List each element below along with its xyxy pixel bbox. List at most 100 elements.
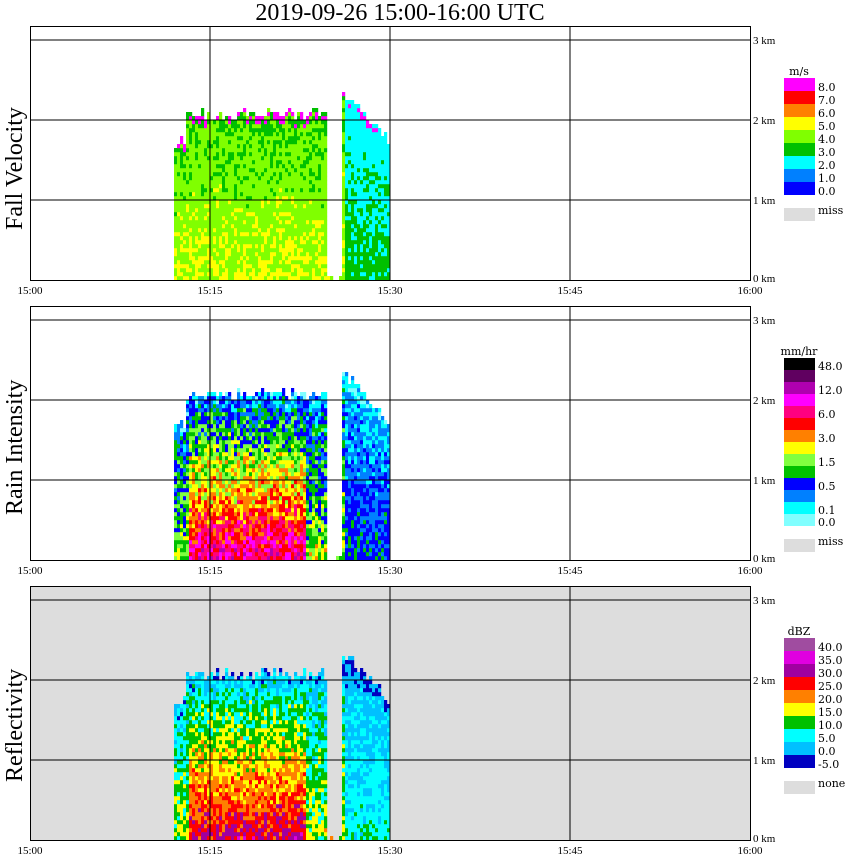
echo-cell [348, 200, 352, 205]
echo-cell [234, 248, 238, 253]
echo-cell [384, 136, 388, 141]
echo-cell [303, 224, 307, 229]
echo-cell [243, 536, 247, 541]
echo-cell [261, 516, 265, 521]
echo-cell [309, 204, 313, 209]
echo-cell [201, 112, 205, 117]
echo-cell [183, 556, 187, 561]
echo-cell [237, 236, 241, 241]
echo-cell [201, 396, 205, 401]
echo-cell [345, 196, 349, 201]
echo-cell [177, 504, 181, 509]
echo-cell [261, 476, 265, 481]
echo-cell [351, 264, 355, 269]
echo-cell [252, 128, 256, 133]
echo-cell [189, 176, 193, 181]
echo-cell [201, 420, 205, 425]
echo-cell [300, 520, 304, 525]
echo-cell [195, 412, 199, 417]
echo-cell [354, 216, 358, 221]
echo-cell [204, 472, 208, 477]
echo-cell [189, 116, 193, 121]
echo-cell [285, 432, 289, 437]
echo-cell [384, 220, 388, 225]
echo-cell [273, 188, 277, 193]
echo-cell [255, 144, 259, 149]
echo-cell [243, 396, 247, 401]
echo-cell [198, 244, 202, 249]
echo-cell [300, 200, 304, 205]
echo-cell [345, 200, 349, 205]
echo-cell [273, 228, 277, 233]
echo-cell [174, 500, 178, 505]
echo-cell [207, 444, 211, 449]
echo-cell [249, 260, 253, 265]
echo-cell [240, 536, 244, 541]
echo-cell [273, 452, 277, 457]
echo-cell [306, 256, 310, 261]
echo-cell [345, 436, 349, 441]
echo-cell [258, 480, 262, 485]
echo-cell [207, 532, 211, 537]
echo-cell [306, 180, 310, 185]
echo-cell [288, 272, 292, 277]
echo-cell [216, 396, 220, 401]
echo-cell [216, 128, 220, 133]
echo-cell [279, 508, 283, 513]
echo-cell [237, 200, 241, 205]
echo-cell [258, 488, 262, 493]
echo-cell [369, 204, 373, 209]
echo-cell [297, 468, 301, 473]
echo-cell [192, 124, 196, 129]
echo-cell [255, 188, 259, 193]
echo-cell [240, 420, 244, 425]
echo-cell [375, 124, 379, 129]
echo-cell [255, 240, 259, 245]
echo-cell [360, 216, 364, 221]
echo-cell [183, 428, 187, 433]
echo-cell [324, 224, 328, 229]
echo-cell [300, 512, 304, 517]
echo-cell [195, 548, 199, 553]
echo-cell [288, 228, 292, 233]
echo-cell [177, 512, 181, 517]
echo-cell [372, 172, 376, 177]
echo-cell [357, 240, 361, 245]
echo-cell [252, 400, 256, 405]
echo-cell [300, 396, 304, 401]
echo-cell [315, 428, 319, 433]
echo-cell [297, 176, 301, 181]
echo-cell [240, 172, 244, 177]
echo-cell [348, 432, 352, 437]
echo-cell [282, 388, 286, 393]
echo-cell [240, 484, 244, 489]
echo-cell [303, 420, 307, 425]
echo-cell [222, 196, 226, 201]
echo-cell [234, 532, 238, 537]
echo-cell [348, 180, 352, 185]
echo-cell [300, 140, 304, 145]
echo-cell [285, 264, 289, 269]
echo-cell [249, 544, 253, 549]
echo-cell [198, 536, 202, 541]
echo-cell [300, 204, 304, 209]
echo-cell [369, 140, 373, 145]
echo-cell [294, 140, 298, 145]
echo-cell [321, 520, 325, 525]
echo-cell [345, 396, 349, 401]
echo-cell [270, 464, 274, 469]
echo-cell [372, 252, 376, 257]
echo-cell [285, 452, 289, 457]
echo-cell [174, 212, 178, 217]
echo-cell [186, 448, 190, 453]
echo-cell [285, 552, 289, 557]
echo-cell [237, 232, 241, 237]
echo-cell [216, 484, 220, 489]
echo-cell [372, 260, 376, 265]
echo-cell [300, 404, 304, 409]
echo-cell [318, 172, 322, 177]
echo-cell [207, 208, 211, 213]
echo-cell [219, 276, 223, 281]
echo-cell [357, 264, 361, 269]
echo-cell [210, 544, 214, 549]
